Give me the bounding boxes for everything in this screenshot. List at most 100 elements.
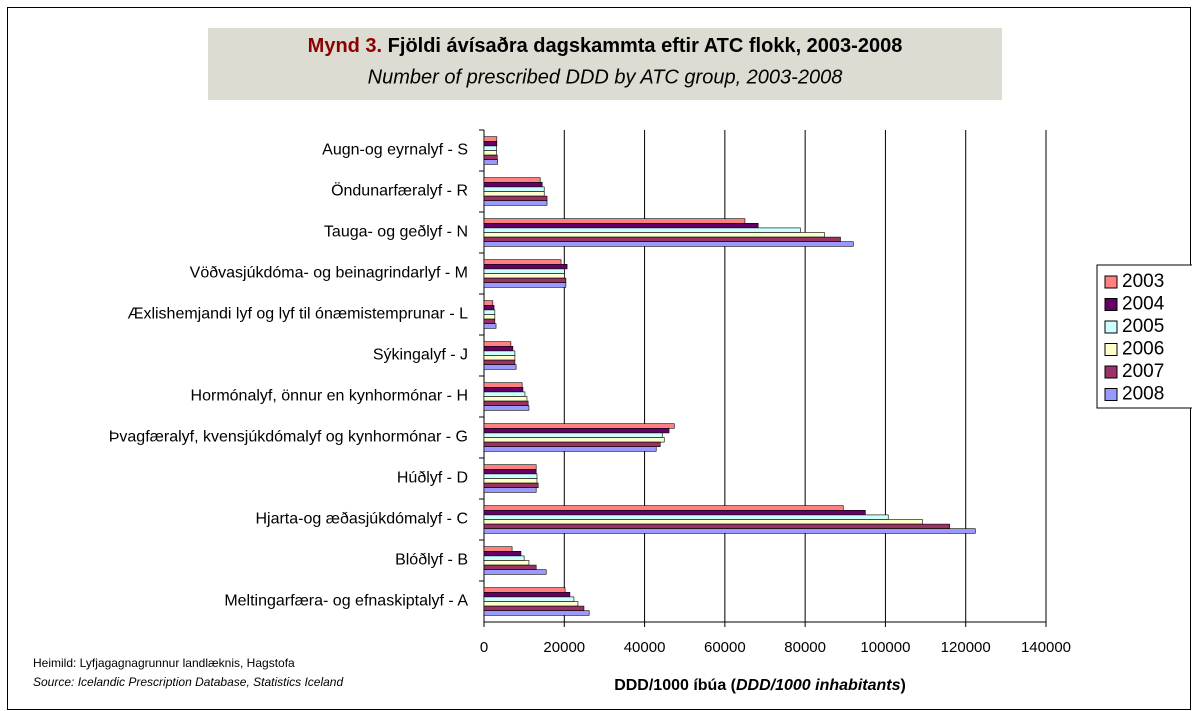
x-label-part: DDD/1000 íbúa ( bbox=[614, 677, 736, 694]
bar bbox=[483, 177, 541, 183]
legend-label: 2007 bbox=[1122, 361, 1164, 382]
bar bbox=[483, 487, 537, 493]
bar bbox=[483, 268, 565, 274]
bar bbox=[483, 355, 516, 361]
legend-label: 2004 bbox=[1122, 294, 1165, 315]
chart-subtitle: Number of prescribed DDD by ATC group, 2… bbox=[368, 66, 843, 88]
bar bbox=[483, 382, 523, 388]
chart-title: Mynd 3. Fjöldi ávísaðra dagskammta eftir… bbox=[308, 35, 903, 57]
bar bbox=[483, 610, 590, 616]
legend-swatch bbox=[1104, 343, 1118, 356]
plot-area bbox=[484, 130, 1046, 622]
x-label-part: DDD/1000 inhabitants bbox=[736, 677, 901, 694]
bar bbox=[483, 227, 801, 233]
bar bbox=[483, 464, 537, 470]
legend-swatch bbox=[1104, 365, 1118, 379]
figure-label: Mynd 3. bbox=[308, 35, 382, 57]
bar bbox=[483, 601, 579, 607]
bar bbox=[483, 555, 525, 561]
bar bbox=[483, 232, 825, 238]
bar bbox=[483, 345, 514, 352]
y-tick-label: Öndunarfæralyf - R bbox=[331, 182, 468, 200]
bar bbox=[483, 423, 675, 429]
bar bbox=[483, 587, 566, 593]
y-tick-label: Hormónalyf, önnur en kynhormónar - H bbox=[191, 388, 468, 405]
bar bbox=[483, 569, 547, 575]
x-axis-label: DDD/1000 íbúa (DDD/1000 inhabitants) bbox=[614, 677, 906, 694]
bar bbox=[483, 282, 567, 288]
bar bbox=[483, 191, 545, 197]
bar bbox=[483, 300, 494, 306]
source: Heimild: Lyfjagagnagrunnur landlæknis, H… bbox=[33, 656, 295, 670]
bar bbox=[483, 364, 517, 370]
bar bbox=[483, 263, 568, 270]
bar bbox=[483, 359, 516, 366]
bar bbox=[483, 350, 516, 356]
bar bbox=[483, 159, 498, 165]
bar bbox=[483, 437, 665, 443]
bar bbox=[483, 432, 663, 438]
bar bbox=[483, 145, 497, 151]
bar bbox=[483, 136, 498, 142]
bar bbox=[483, 223, 759, 229]
bar bbox=[483, 546, 513, 552]
bar bbox=[483, 478, 538, 484]
bar bbox=[483, 314, 496, 320]
bar bbox=[483, 564, 537, 570]
bar bbox=[483, 560, 530, 566]
legend-swatch bbox=[1104, 275, 1118, 289]
legend-label: 2006 bbox=[1122, 339, 1164, 360]
bar bbox=[483, 386, 524, 393]
bar bbox=[483, 482, 539, 489]
y-tick-label: Æxlishemjandi lyf og lyf til ónæmistempr… bbox=[127, 306, 468, 323]
y-tick-label: Sýkingalyf - J bbox=[373, 347, 468, 364]
bar bbox=[483, 596, 575, 602]
bar bbox=[483, 195, 548, 202]
legend-label: 2008 bbox=[1122, 384, 1164, 405]
bar bbox=[483, 323, 497, 329]
bar bbox=[483, 259, 562, 265]
bar bbox=[483, 218, 746, 224]
x-tick-label: 140000 bbox=[1021, 639, 1071, 656]
bar bbox=[483, 505, 844, 511]
x-tick-label: 120000 bbox=[941, 639, 991, 656]
bar bbox=[483, 468, 537, 475]
bar bbox=[483, 528, 976, 534]
bar bbox=[483, 523, 950, 529]
bar bbox=[483, 605, 585, 611]
bar bbox=[483, 514, 889, 520]
title-box bbox=[208, 28, 1002, 100]
legend-label: 2005 bbox=[1122, 316, 1164, 337]
bar bbox=[483, 473, 538, 479]
y-tick-label: Vöðvasjúkdóma- og beinagrindarlyf - M bbox=[190, 265, 468, 282]
bar bbox=[483, 318, 496, 325]
bar bbox=[483, 273, 565, 279]
bar bbox=[483, 182, 543, 188]
bar bbox=[483, 446, 657, 452]
bar bbox=[483, 236, 841, 243]
x-tick-label: 100000 bbox=[860, 639, 910, 656]
y-tick-label: Húðlyf - D bbox=[397, 470, 468, 487]
bar bbox=[483, 154, 498, 161]
bar bbox=[483, 519, 923, 525]
x-tick-label: 0 bbox=[480, 639, 488, 656]
y-tick-label: Hjarta-og æðasjúkdómalyf - C bbox=[255, 511, 468, 528]
bar bbox=[483, 341, 512, 347]
bar bbox=[483, 427, 670, 434]
bar bbox=[483, 150, 497, 156]
bar bbox=[483, 400, 529, 407]
legend-label: 2003 bbox=[1122, 271, 1164, 292]
x-tick-label: 80000 bbox=[784, 639, 826, 656]
x-tick-label: 60000 bbox=[704, 639, 746, 656]
y-tick-label: Þvagfæralyf, kvensjúkdómalyf og kynhormó… bbox=[109, 429, 468, 446]
bar bbox=[483, 277, 567, 284]
legend-swatch bbox=[1104, 320, 1118, 334]
bar bbox=[483, 391, 526, 397]
bar bbox=[483, 509, 866, 516]
y-tick-label: Meltingarfæra- og efnaskiptalyf - A bbox=[224, 593, 468, 610]
bar bbox=[483, 309, 496, 315]
bar bbox=[483, 591, 571, 598]
bar bbox=[483, 241, 854, 247]
bar bbox=[483, 186, 545, 192]
